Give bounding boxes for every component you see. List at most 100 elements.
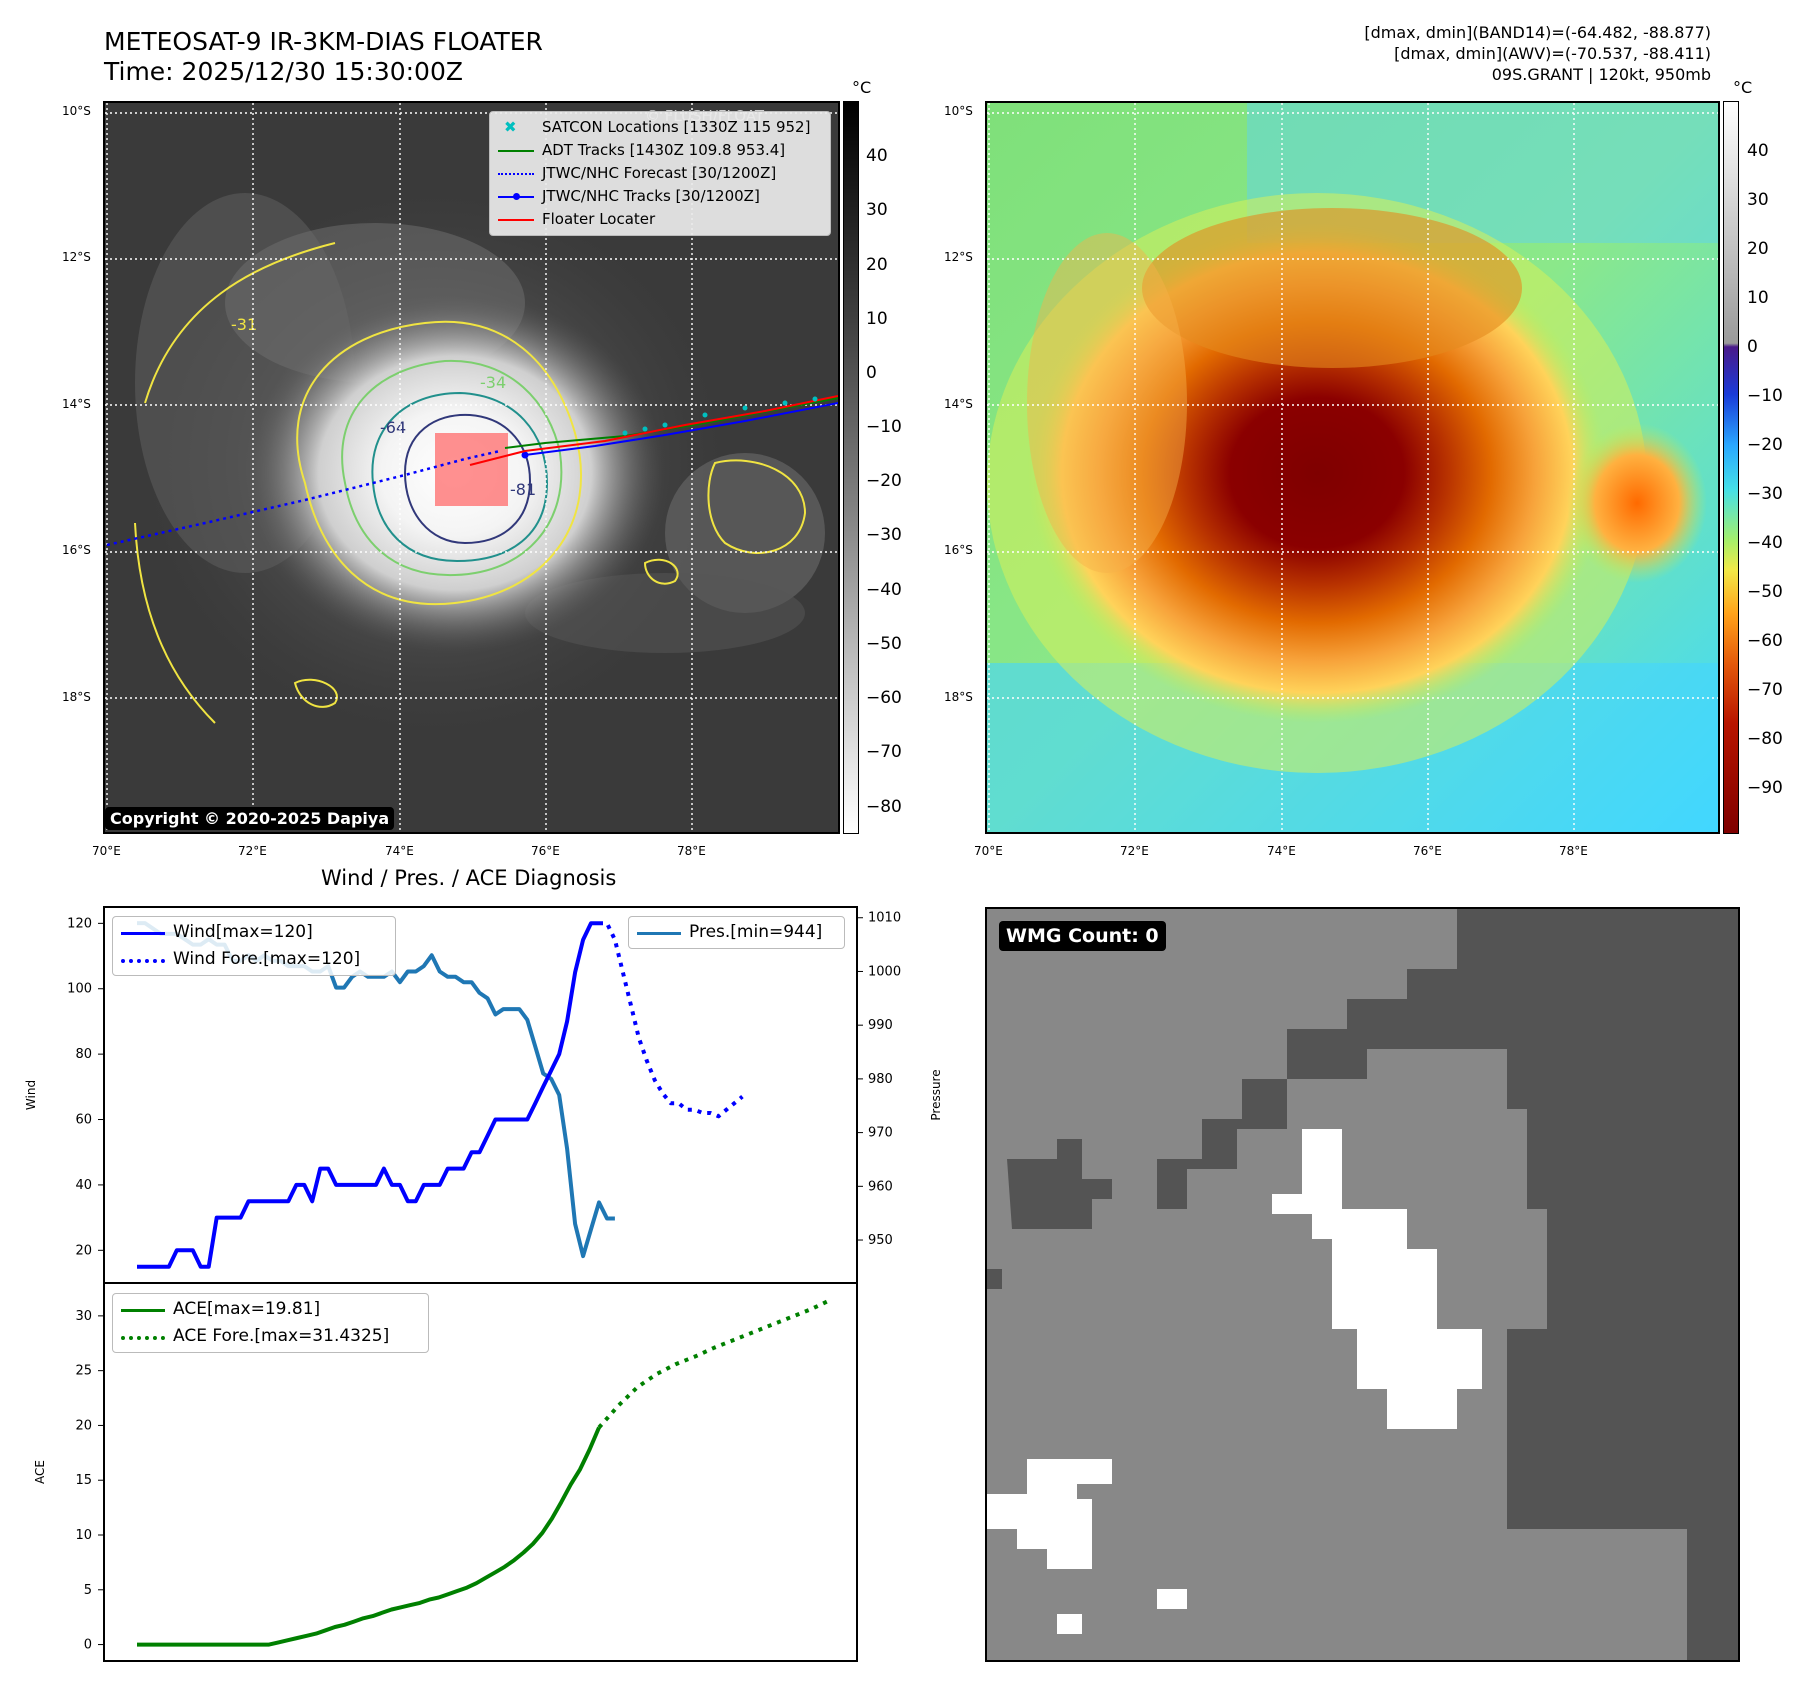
pressure-tick-label: 980 [868, 1072, 893, 1087]
ace-tick-label: 30 [75, 1309, 92, 1324]
ace-legend: ACE[max=19.81] ACE Fore.[max=31.4325] [112, 1293, 429, 1353]
pressure-tick-label: 950 [868, 1233, 893, 1248]
ir-cb-tick: 10 [866, 309, 888, 329]
title-line-2: Time: 2025/12/30 15:30:00Z [104, 57, 463, 86]
awv-cb-tick: 10 [1747, 288, 1769, 308]
pressure-tick-label: 1010 [868, 911, 901, 926]
floater-line-icon [498, 219, 534, 221]
contour-yellow-bands [134, 242, 336, 724]
ace-tick-label: 0 [84, 1638, 92, 1653]
wind-tick-label: 40 [75, 1178, 92, 1193]
contour-teal [371, 391, 549, 563]
awv-lat-tick: 16°S [944, 543, 973, 557]
wind-ylabel: Wind [24, 1080, 38, 1110]
contour-label-4: -81 [510, 480, 536, 499]
forecast-dotted-line-icon [498, 173, 534, 175]
ace-tick-label: 25 [75, 1364, 92, 1379]
awv-cb-tick: 30 [1747, 190, 1769, 210]
jtwc-observed-track [524, 402, 838, 456]
awv-lat-tick: 12°S [944, 250, 973, 264]
wind-legend: Wind[max=120] Wind Fore.[max=120] [112, 916, 396, 976]
legend-floater: Floater Locater [490, 208, 830, 231]
satcon-points [622, 396, 818, 436]
ir-lat-tick: 12°S [62, 250, 91, 264]
legend-satcon: ✖ SATCON Locations [1330Z 115 952] [490, 116, 830, 139]
pressure-tick-label: 1000 [868, 964, 901, 979]
ir-lat-tick: 16°S [62, 543, 91, 557]
awv-lat-tick: 14°S [944, 397, 973, 411]
ir-cb-tick: 20 [866, 255, 888, 275]
ace-forecast-dotted-icon [121, 1336, 165, 1340]
awv-lat-tick: 18°S [944, 690, 973, 704]
pressure-yticks: 950 960 970 980 990 1000 1010 [857, 911, 901, 1248]
awv-cb-tick: 0 [1747, 337, 1758, 357]
ace-tick-label: 5 [84, 1583, 92, 1598]
contour-yellow-east [707, 459, 807, 554]
wmg-dark-patch [1007, 1139, 1112, 1229]
legend-jtwc-tracks: JTWC/NHC Tracks [30/1200Z] [490, 185, 830, 208]
wind-line-icon [121, 932, 165, 935]
legend-ace: ACE[max=19.81] [113, 1296, 428, 1323]
wind-tick-label: 60 [75, 1113, 92, 1128]
wind-tick-label: 80 [75, 1047, 92, 1062]
wmg-white-cell-west [987, 1459, 1112, 1569]
pressure-tick-label: 960 [868, 1179, 893, 1194]
awv-cb-tick: −10 [1747, 386, 1783, 406]
ir-cb-tick: −30 [866, 525, 902, 545]
awv-cb-tick: −70 [1747, 680, 1783, 700]
title-line-1: METEOSAT-9 IR-3KM-DIAS FLOATER [104, 27, 543, 56]
ace-tick-label: 15 [75, 1473, 92, 1488]
wind-yticks: 20 40 60 80 100 120 [67, 916, 104, 1258]
legend-wind-forecast: Wind Fore.[max=120] [113, 946, 395, 973]
ir-lat-tick: 14°S [62, 397, 91, 411]
ir-lon-tick: 72°E [238, 844, 267, 858]
ir-image-panel: -31 -34 -64 -81 © FLUSH/FLOAT ✖ S [103, 101, 840, 834]
wind-tick-label: 120 [67, 916, 92, 931]
awv-cb-tick: −90 [1747, 778, 1783, 798]
wmg-dark-region [1457, 909, 1738, 1660]
ir-legend: ✖ SATCON Locations [1330Z 115 952] ADT T… [489, 111, 831, 236]
awv-lat-tick: 10°S [944, 104, 973, 118]
wind-tick-label: 100 [67, 982, 92, 997]
awv-cb-tick: −60 [1747, 631, 1783, 651]
ace-yticks: 0 5 10 15 20 25 30 [75, 1309, 104, 1653]
contour-navy [403, 413, 532, 545]
awv-lon-tick: 70°E [974, 844, 1003, 858]
ir-colorbar [843, 101, 859, 834]
legend-ace-forecast: ACE Fore.[max=31.4325] [113, 1323, 428, 1350]
ir-lon-tick: 78°E [677, 844, 706, 858]
awv-lon-tick: 72°E [1120, 844, 1149, 858]
contour-label-2: -34 [480, 373, 506, 392]
pressure-ylabel: Pressure [929, 1069, 943, 1120]
satcon-x-icon: ✖ [504, 118, 517, 136]
awv-colorbar [1723, 101, 1739, 834]
pressure-tick-label: 970 [868, 1126, 893, 1141]
ir-cb-tick: −80 [866, 797, 902, 817]
awv-colorbar-unit: °C [1733, 78, 1753, 97]
legend-adt: ADT Tracks [1430Z 109.8 953.4] [490, 139, 830, 162]
ace-line-icon [121, 1309, 165, 1312]
ace-forecast-series-line [597, 1298, 831, 1429]
awv-satellite-image [987, 103, 1718, 832]
floater-locater-track [469, 395, 838, 466]
wmg-count-badge: WMG Count: 0 [999, 921, 1166, 951]
ir-cb-tick: 40 [866, 146, 888, 166]
legend-jtwc-forecast: JTWC/NHC Forecast [30/1200Z] [490, 162, 830, 185]
awv-image-panel [985, 101, 1720, 834]
ir-lon-tick: 70°E [92, 844, 121, 858]
ir-cb-tick: −60 [866, 688, 902, 708]
awv-cb-tick: −50 [1747, 582, 1783, 602]
ir-colorbar-unit: °C [852, 78, 872, 97]
awv-cb-tick: −40 [1747, 533, 1783, 553]
legend-wind: Wind[max=120] [113, 919, 395, 946]
ace-ylabel: ACE [33, 1460, 47, 1484]
awv-lon-tick: 78°E [1559, 844, 1588, 858]
pressure-line-icon [637, 932, 681, 935]
awv-lon-tick: 74°E [1267, 844, 1296, 858]
contour-label-1: -31 [231, 315, 257, 334]
floater-box [435, 433, 508, 506]
ir-cb-tick: 0 [866, 363, 877, 383]
awv-cb-tick: 20 [1747, 239, 1769, 259]
legend-pressure: Pres.[min=944] [629, 919, 844, 946]
